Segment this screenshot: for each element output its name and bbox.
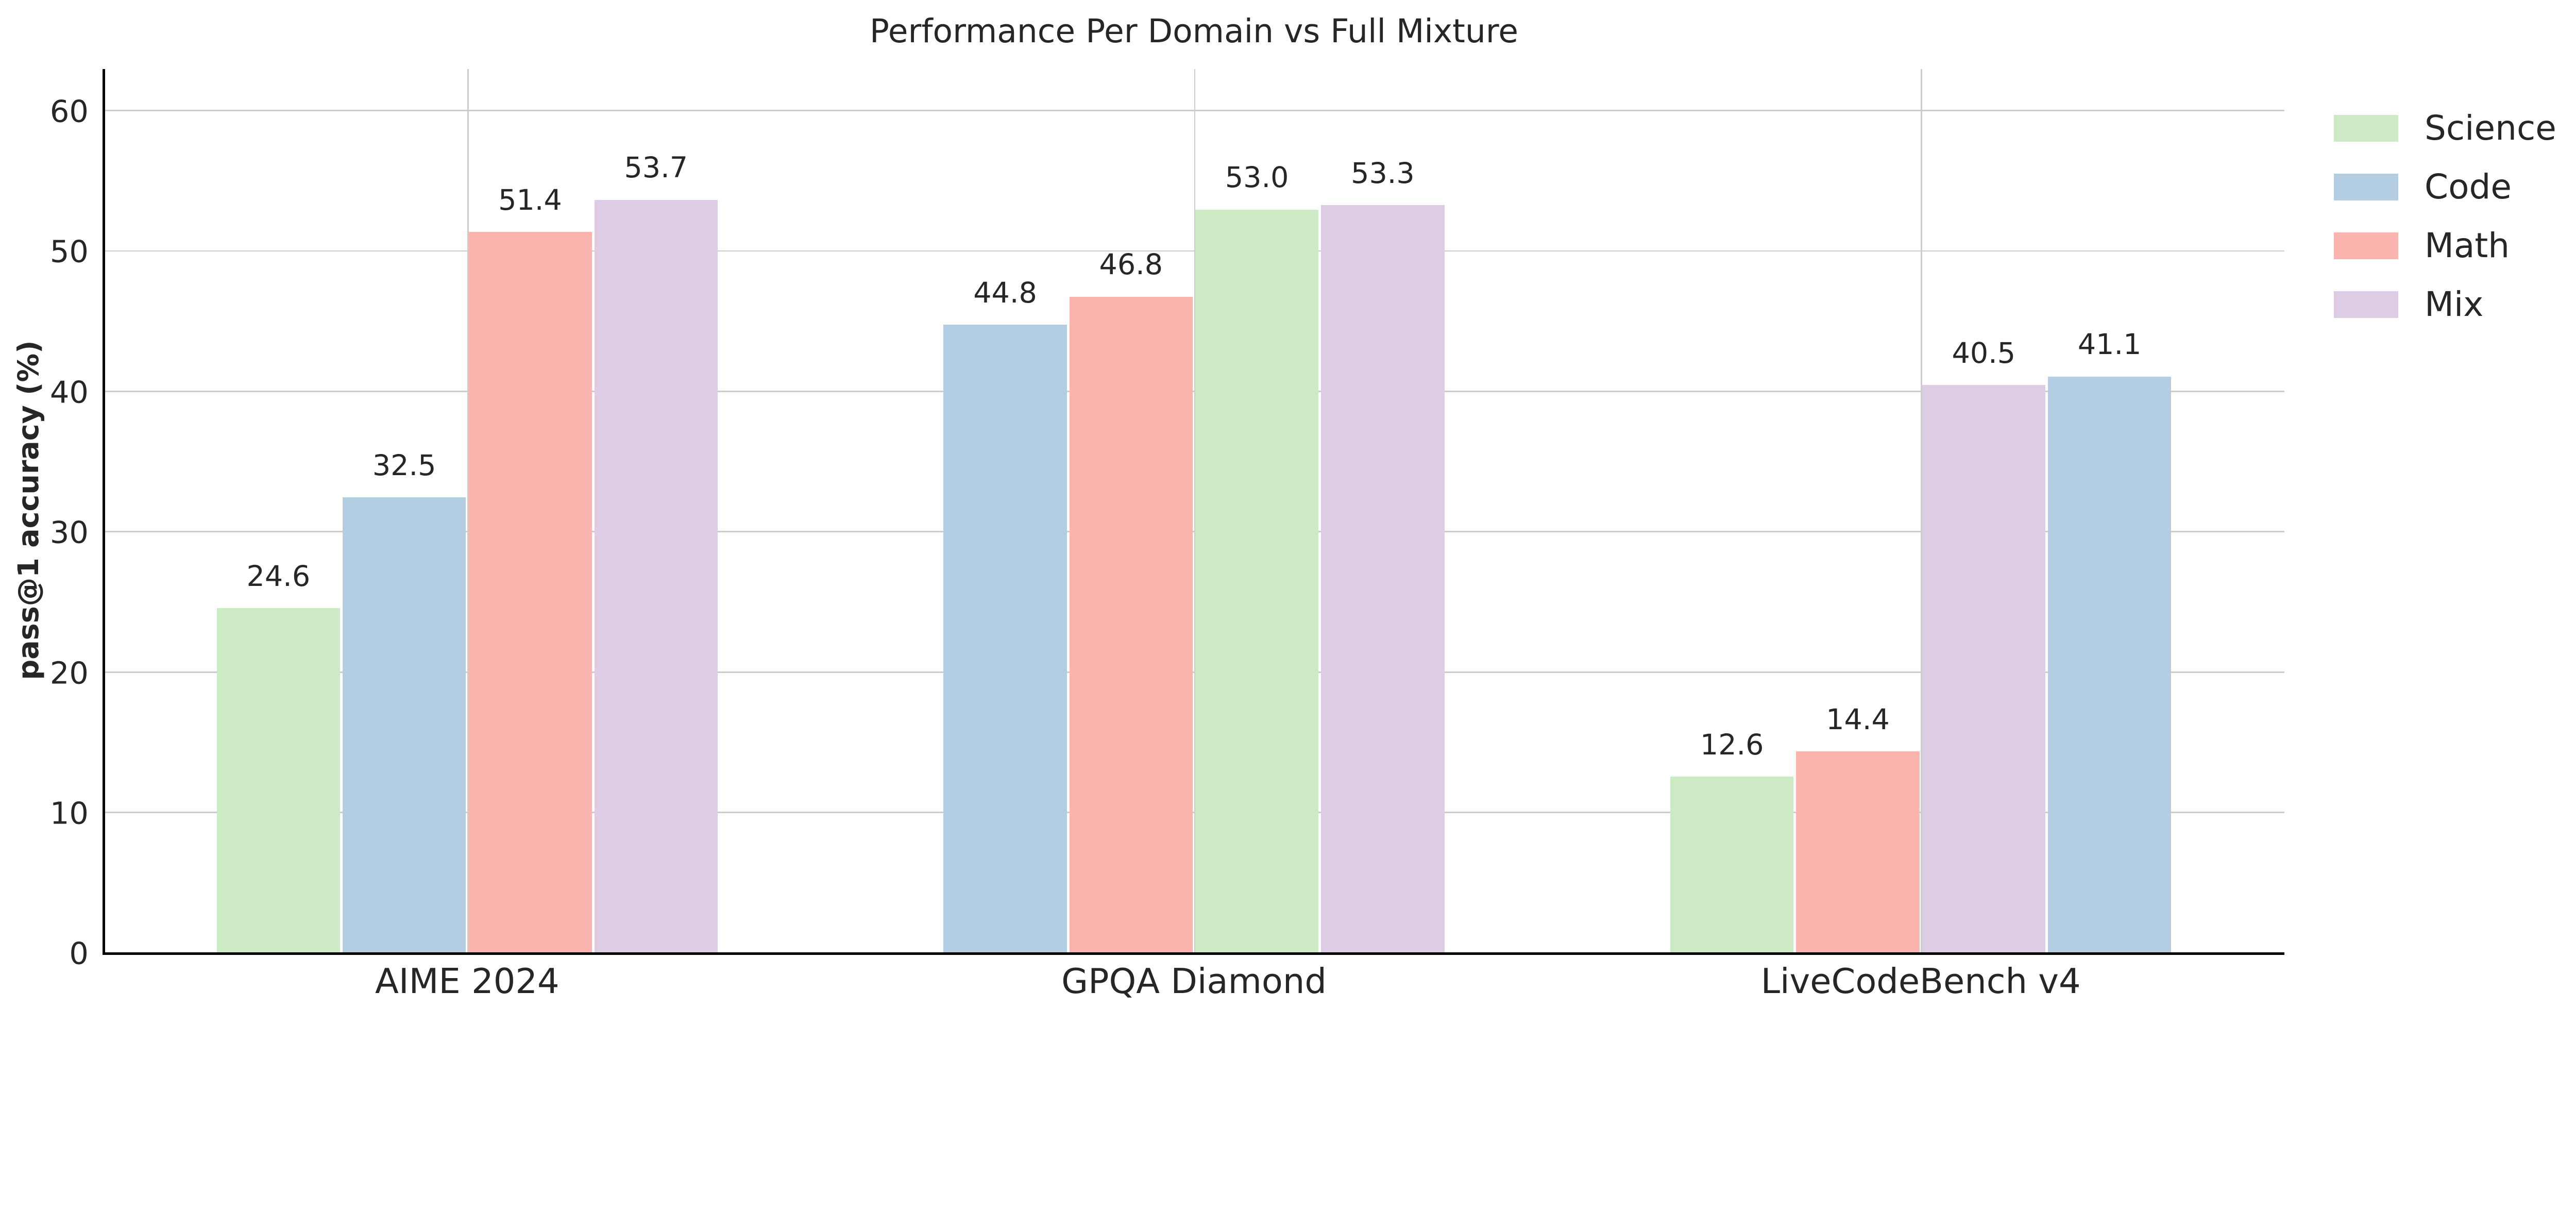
legend: Science Code Math Mix	[2334, 105, 2556, 328]
y-tick-label: 60	[49, 93, 89, 129]
legend-item: Science	[2334, 105, 2556, 152]
bar-math: 51.4	[468, 186, 592, 954]
bar-math: 14.4	[1796, 705, 1920, 954]
x-tick-label: LiveCodeBench v4	[1760, 961, 2081, 1002]
y-axis-spine	[103, 69, 106, 955]
y-tick-label: 30	[49, 514, 89, 550]
bar-value-label: 14.4	[1826, 702, 1890, 736]
x-axis-spine	[103, 952, 2284, 955]
bar-value-label: 53.7	[624, 151, 688, 185]
x-tick-labels: AIME 2024 GPQA Diamond LiveCodeBench v4	[104, 961, 2284, 1016]
bar-mix: 53.7	[594, 154, 718, 954]
bar-science: 24.6	[216, 562, 340, 954]
y-tick-label: 0	[69, 935, 89, 971]
bar-value-label: 46.8	[1099, 248, 1163, 282]
bar-value-label: 44.8	[973, 276, 1037, 310]
bar-group: 24.6 32.5 51.4 53.7	[104, 69, 831, 954]
bar-value-label: 12.6	[1700, 728, 1764, 762]
legend-label: Science	[2425, 108, 2556, 148]
bar-value-label: 53.3	[1351, 156, 1415, 190]
legend-label: Math	[2425, 226, 2510, 266]
bar-code: 32.5	[343, 451, 466, 954]
legend-swatch	[2334, 232, 2398, 259]
v-gridline	[1194, 69, 1196, 954]
v-gridline	[467, 69, 469, 954]
y-tick-label: 20	[49, 655, 89, 691]
legend-label: Mix	[2425, 284, 2484, 325]
bar-value-label: 53.0	[1225, 161, 1289, 195]
y-axis-title: pass@1 accuracy (%)	[11, 340, 45, 680]
y-tick-label: 10	[49, 795, 89, 831]
legend-item: Code	[2334, 163, 2556, 210]
plot-area: 0 10 20 30 40 50 60 24.6 32.5 51.4 53.7 44.8 46.8 53…	[50, 69, 2284, 1001]
x-tick-label: GPQA Diamond	[1061, 961, 1327, 1002]
legend-swatch	[2334, 114, 2398, 142]
bar-code: 44.8	[943, 279, 1067, 954]
bar-math: 46.8	[1069, 250, 1193, 954]
x-tick-label: AIME 2024	[375, 961, 560, 1002]
figure: Performance Per Domain vs Full Mixture p…	[11, 12, 2556, 1002]
bar-value-label: 32.5	[372, 448, 436, 482]
bar-science: 53.0	[1195, 163, 1319, 954]
bar-science: 12.6	[1670, 731, 1794, 954]
bar-value-label: 24.6	[246, 559, 311, 593]
bar-value-label: 41.1	[2077, 328, 2142, 362]
legend-swatch	[2334, 291, 2398, 318]
bar-mix: 40.5	[1922, 339, 2045, 954]
legend-item: Mix	[2334, 281, 2556, 328]
bar-code: 41.1	[2048, 330, 2172, 954]
bar-value-label: 40.5	[1952, 336, 2016, 370]
legend-item: Math	[2334, 222, 2556, 269]
bar-value-label: 51.4	[498, 183, 562, 217]
legend-swatch	[2334, 173, 2398, 200]
legend-label: Code	[2425, 167, 2512, 207]
v-gridline	[1921, 69, 1922, 954]
y-tick-label: 50	[49, 233, 89, 270]
chart-title: Performance Per Domain vs Full Mixture	[869, 12, 1519, 50]
bar-group: 44.8 46.8 53.0 53.3	[831, 69, 1557, 954]
y-tick-label: 40	[49, 374, 89, 410]
bar-group: 12.6 14.4 40.5 41.1	[1557, 69, 2284, 954]
bar-mix: 53.3	[1321, 159, 1445, 954]
